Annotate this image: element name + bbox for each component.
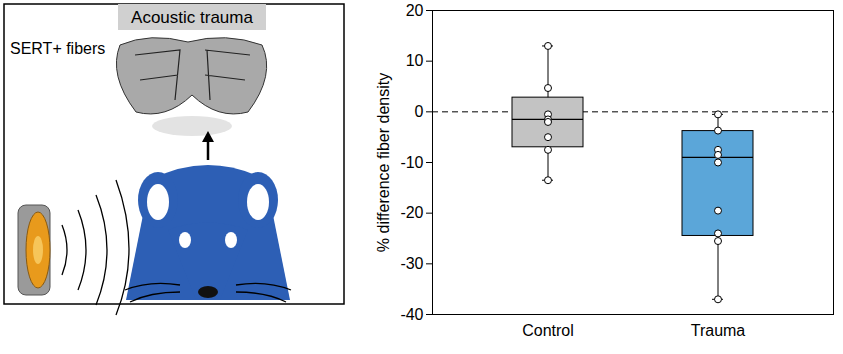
svg-text:SERT+ fibers: SERT+ fibers	[10, 40, 105, 57]
svg-text:-30: -30	[400, 255, 423, 272]
svg-text:-20: -20	[400, 204, 423, 221]
svg-text:Acoustic trauma: Acoustic trauma	[131, 8, 253, 27]
svg-text:0: 0	[415, 103, 424, 120]
svg-text:-40: -40	[400, 306, 423, 323]
svg-text:% difference fiber density: % difference fiber density	[375, 73, 392, 252]
svg-text:10: 10	[406, 52, 424, 69]
svg-text:-10: -10	[400, 154, 423, 171]
svg-text:Trauma: Trauma	[691, 322, 746, 339]
svg-text:Control: Control	[522, 322, 574, 339]
svg-text:20: 20	[406, 2, 424, 19]
